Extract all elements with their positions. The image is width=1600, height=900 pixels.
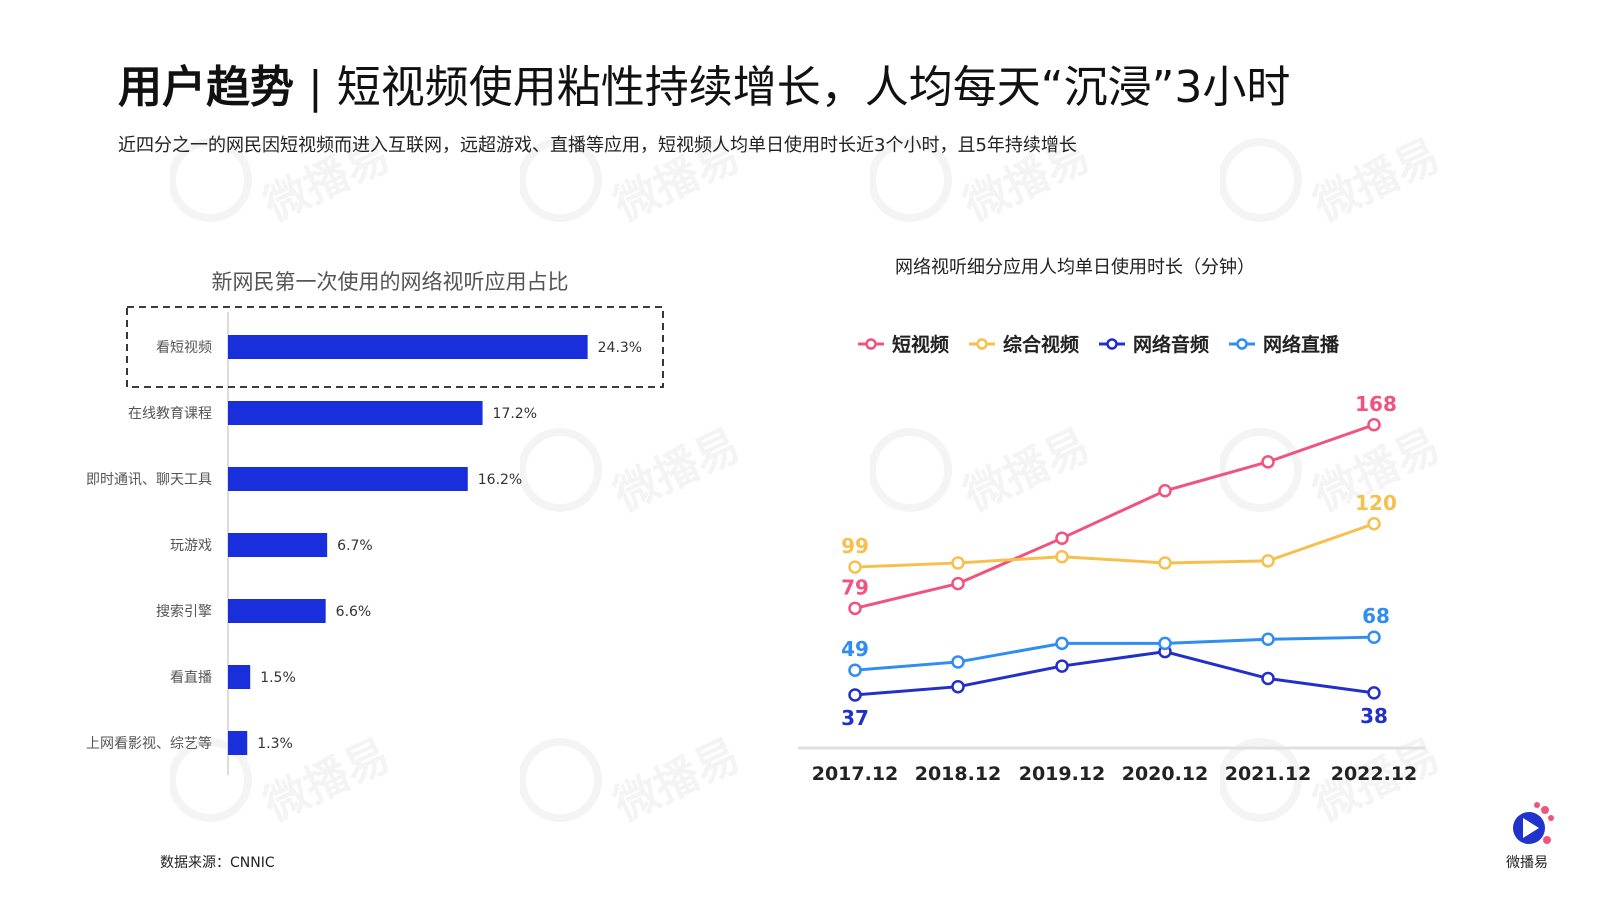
series-line [854, 522, 1375, 569]
data-point [1367, 517, 1381, 531]
brand-logo-icon [1513, 802, 1554, 844]
bar-chart: 看短视频 24.3% 在线教育课程 17.2% 即时通讯、聊天工具 16.2% 玩游戏 6.7… [86, 306, 664, 775]
x-tick-label: 2019.12 [1019, 763, 1106, 785]
series-line [854, 650, 1375, 697]
data-point [848, 601, 862, 616]
bar-value-label: 17.2% [493, 406, 537, 422]
data-point [1158, 636, 1172, 651]
legend-swatch-live [1229, 337, 1256, 350]
bar-category-label: 在线教育课程 [128, 406, 212, 422]
data-point [1367, 418, 1381, 432]
data-point [848, 688, 862, 702]
data-point [1055, 550, 1069, 564]
legend-item-short-video: 短视频 [858, 330, 949, 357]
bar [228, 401, 483, 425]
bar-chart-title: 新网民第一次使用的网络视听应用占比 [211, 270, 569, 294]
series-line [854, 635, 1375, 672]
x-tick-label: 2017.12 [812, 763, 899, 785]
x-tick-label: 2022.12 [1331, 763, 1418, 785]
data-point [1261, 554, 1275, 568]
legend-swatch-general-video [969, 337, 996, 350]
data-point [1158, 484, 1172, 498]
x-tick-label: 2020.12 [1122, 763, 1209, 785]
data-point [951, 556, 965, 570]
series-line [854, 423, 1375, 610]
bar-category-label: 即时通讯、聊天工具 [86, 472, 212, 488]
line-chart-legend: 短视频 综合视频 网络音频 网络直播 [858, 330, 1339, 357]
bar-value-label: 6.7% [337, 538, 373, 554]
watermark-4: 微播易 [1220, 130, 1448, 232]
data-label: 120 [1355, 491, 1397, 515]
data-label: 168 [1355, 392, 1397, 416]
data-point [848, 560, 862, 574]
data-label: 49 [841, 637, 869, 661]
legend-item-live: 网络直播 [1229, 330, 1339, 357]
data-point [1055, 636, 1069, 651]
bar [228, 731, 248, 755]
data-source: 数据来源：CNNIC [160, 855, 275, 871]
page-title-strong: 用户趋势 [118, 62, 294, 113]
data-point [1261, 632, 1275, 646]
bar-value-label: 1.5% [260, 670, 296, 686]
data-label: 38 [1360, 704, 1388, 728]
data-label: 99 [841, 534, 869, 558]
bar-value-label: 24.3% [598, 340, 642, 356]
legend-item-general-video: 综合视频 [969, 330, 1079, 357]
data-point [951, 655, 965, 669]
line-chart: 2017.12 2018.12 2019.12 2020.12 2021.12 2022.… [798, 392, 1425, 785]
legend-label-audio: 网络音频 [1133, 334, 1210, 356]
bar-value-label: 16.2% [478, 472, 522, 488]
legend-label-short-video: 短视频 [892, 334, 950, 356]
data-label: 68 [1362, 604, 1390, 628]
data-label: 79 [841, 575, 869, 599]
bar-category-label: 玩游戏 [170, 538, 212, 554]
x-tick-label: 2021.12 [1225, 763, 1312, 785]
bar [228, 599, 326, 623]
page-subtitle: 近四分之一的网民因短视频而进入互联网，远超游戏、直播等应用，短视频人均单日使用时… [118, 135, 1077, 156]
bar [228, 335, 588, 359]
legend-label-general-video: 综合视频 [1003, 334, 1080, 356]
data-point [951, 576, 965, 591]
legend-item-audio: 网络音频 [1099, 330, 1209, 357]
bar-value-label: 1.3% [257, 736, 293, 752]
legend-label-live: 网络直播 [1263, 334, 1340, 356]
bar [228, 533, 328, 557]
page-title-rest: | 短视频使用粘性持续增长，人均每天“沉浸”3小时 [294, 62, 1291, 113]
data-point [1367, 686, 1381, 700]
brand-logo-label: 微播易 [1506, 855, 1548, 871]
data-point [848, 663, 862, 677]
data-point [1158, 556, 1172, 570]
bar [228, 665, 251, 689]
bar-category-label: 看短视频 [156, 340, 212, 356]
bar [228, 467, 468, 491]
bar-category-label: 上网看影视、综艺等 [86, 735, 212, 752]
legend-swatch-short-video [858, 337, 884, 350]
data-label: 37 [841, 706, 869, 730]
line-chart-title: 网络视听细分应用人均单日使用时长（分钟） [895, 257, 1255, 278]
page-title: 用户趋势 | 短视频使用粘性持续增长，人均每天“沉浸”3小时 [118, 58, 1290, 118]
data-point [1367, 630, 1381, 644]
data-point [1055, 659, 1069, 673]
bar-value-label: 6.6% [336, 604, 372, 620]
data-point [951, 679, 965, 694]
bar-category-label: 搜索引擎 [156, 603, 212, 620]
x-tick-label: 2018.12 [915, 763, 1002, 785]
data-point [1261, 455, 1275, 469]
highlight-box [126, 306, 664, 388]
legend-swatch-audio [1099, 337, 1126, 350]
bar-category-label: 看直播 [170, 669, 212, 686]
watermark-text: 微播易 [1305, 130, 1447, 232]
data-point [1055, 531, 1069, 545]
data-point [1261, 671, 1275, 686]
